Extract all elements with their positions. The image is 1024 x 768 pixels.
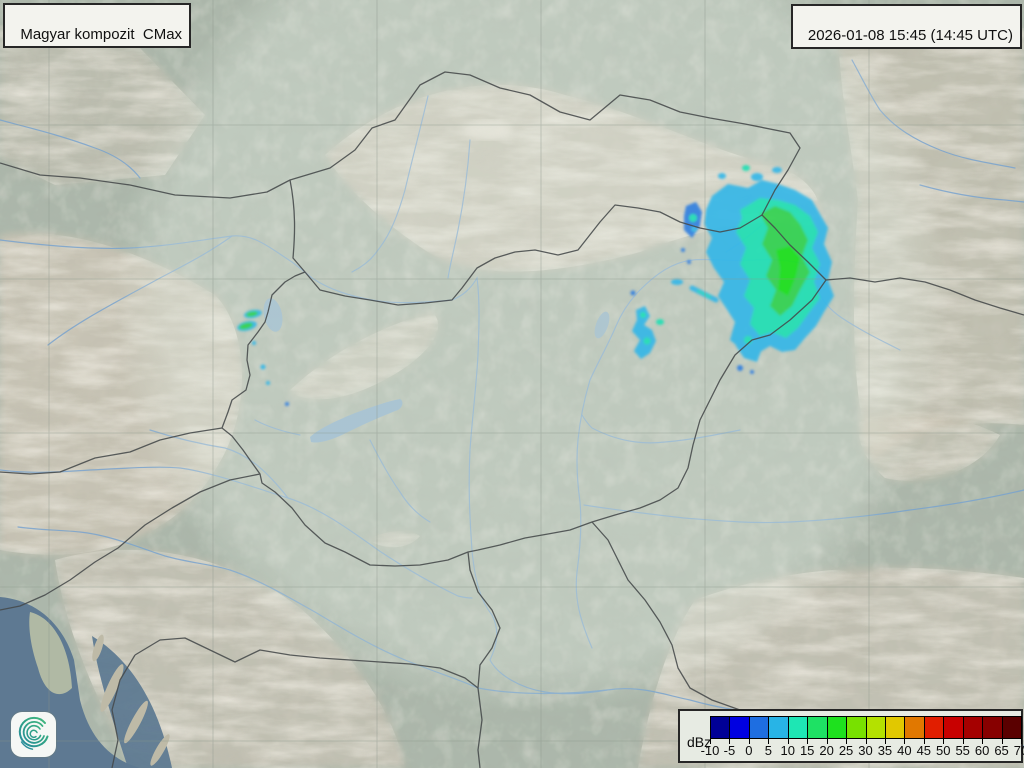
- legend-colorbar: [710, 716, 1022, 739]
- legend-tick-label: 15: [799, 743, 815, 758]
- legend-tick-label: 5: [764, 743, 772, 758]
- legend-tick-label: 55: [955, 743, 970, 758]
- legend-swatch: [730, 717, 750, 738]
- legend-tick-label: 10: [780, 743, 795, 758]
- legend-tickmark: [962, 738, 964, 744]
- legend-tickmark: [748, 738, 750, 744]
- legend-ticks: -10-5 05 10 15 20 25 30 35 40 45 50 55 60 65 70: [701, 738, 1024, 762]
- dbz-legend: -10-5 05 10 15 20 25 30 35 40 45 50 55 60 65 70 dBz: [678, 709, 1024, 763]
- legend-tickmark: [1021, 738, 1022, 744]
- legend-tickmark: [768, 738, 770, 744]
- legend-unit-label: dBz: [687, 734, 712, 750]
- legend-tick-label: 20: [819, 743, 834, 758]
- legend-swatch: [905, 717, 925, 738]
- legend-swatch: [885, 717, 906, 738]
- radar-echo-streaks: [671, 279, 719, 303]
- istria-peninsula: [29, 612, 72, 695]
- country-borders: [0, 71, 1024, 768]
- legend-tickmark: [710, 738, 711, 744]
- legend-swatch: [983, 717, 1003, 738]
- legend-tick-label: 30: [858, 743, 873, 758]
- legend-swatch: [866, 717, 886, 738]
- legend-tick-label: 70: [1013, 743, 1024, 758]
- legend-swatch: [924, 717, 945, 738]
- legend-tick-label: 0: [745, 743, 753, 758]
- product-label: Magyar kompozit CMax: [20, 26, 183, 43]
- legend-swatch: [1002, 717, 1021, 738]
- legend-swatch: [944, 717, 964, 738]
- legend-tick-label: 35: [877, 743, 893, 758]
- echo-core: [776, 246, 800, 296]
- legend-tick-label: -5: [723, 743, 736, 758]
- legend-swatch: [808, 717, 828, 738]
- legend-swatch: [847, 717, 867, 738]
- croatian-islands: [92, 634, 170, 766]
- legend-tickmark: [826, 738, 828, 744]
- product-label-box: Magyar kompozit CMax: [3, 3, 192, 48]
- legend-tickmark: [787, 738, 789, 744]
- radar-composite-circle: [116, 0, 948, 713]
- timestamp-box: 2026-01-08 15:45 (14:45 UTC): [790, 4, 1022, 49]
- radar-echo-west-clump: [681, 202, 702, 264]
- legend-tick-label: 65: [994, 743, 1009, 758]
- legend-tick-label: 60: [974, 743, 990, 758]
- legend-swatch: [711, 717, 731, 738]
- legend-tick-label: -10: [700, 743, 720, 758]
- legend-swatch: [788, 717, 809, 738]
- legend-tickmark: [865, 738, 867, 744]
- legend-swatch: [769, 717, 789, 738]
- legend-tickmark: [1001, 738, 1003, 744]
- spiral-logo-icon: [18, 716, 49, 750]
- legend-tickmark: [923, 738, 925, 744]
- legend-tick-label: 25: [838, 743, 854, 758]
- legend-tick-label: 45: [916, 743, 932, 758]
- timestamp-label: 2026-01-08 15:45 (14:45 UTC): [807, 27, 1013, 44]
- radar-echo-center-snake: [630, 290, 664, 359]
- legend-swatch: [749, 717, 770, 738]
- radar-echo-layer: [237, 165, 834, 406]
- hungaromet-logo: [11, 712, 56, 757]
- legend-tickmark: [846, 738, 848, 744]
- legend-swatch: [963, 717, 984, 738]
- legend-tick-label: 40: [897, 743, 912, 758]
- legend-tickmark: [729, 738, 731, 744]
- legend-tickmark: [807, 738, 809, 744]
- legend-tickmark: [943, 738, 945, 744]
- legend-tickmark: [884, 738, 886, 744]
- legend-tickmark: [982, 738, 984, 744]
- legend-tickmark: [904, 738, 906, 744]
- legend-tick-label: 50: [936, 743, 951, 758]
- legend-swatch: [827, 717, 848, 738]
- radar-echo-west-border: [237, 309, 289, 406]
